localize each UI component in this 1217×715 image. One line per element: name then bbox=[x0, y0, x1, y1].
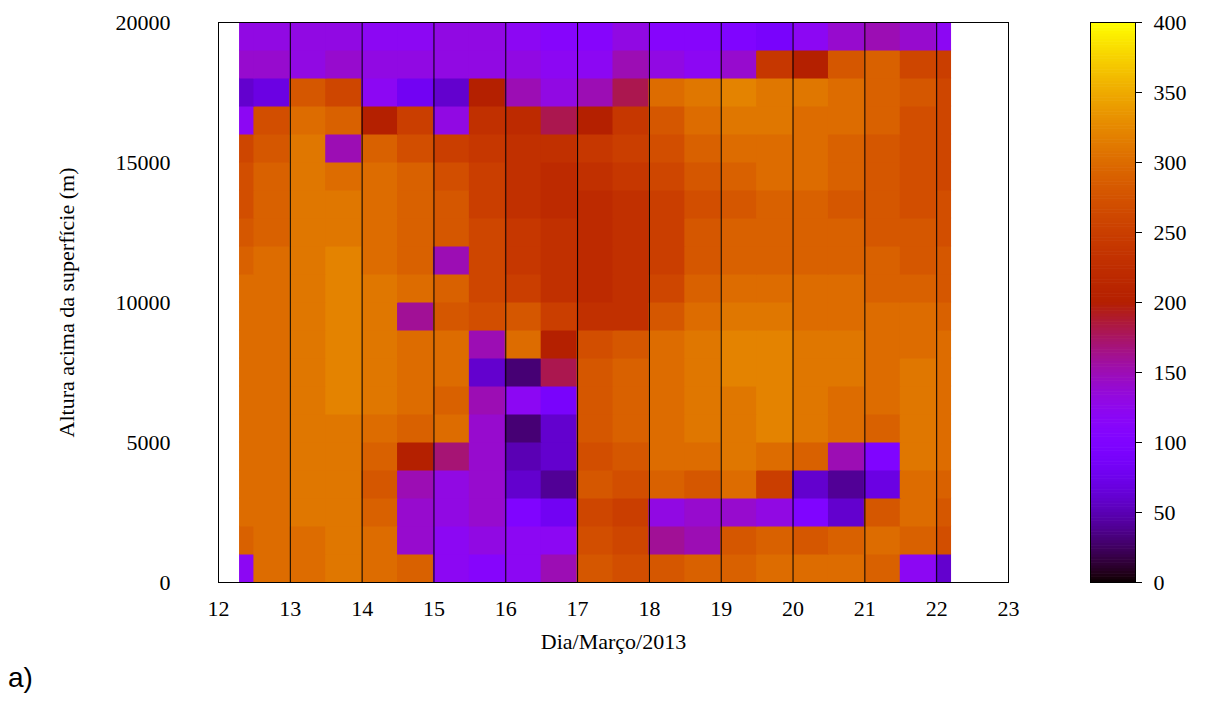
svg-text:350: 350 bbox=[1154, 80, 1187, 105]
svg-text:Altura acima da superfície (m): Altura acima da superfície (m) bbox=[54, 168, 79, 438]
svg-text:15000: 15000 bbox=[116, 150, 171, 175]
svg-text:400: 400 bbox=[1154, 10, 1187, 35]
svg-text:0: 0 bbox=[1154, 570, 1165, 595]
svg-text:16: 16 bbox=[495, 596, 517, 621]
svg-text:150: 150 bbox=[1154, 360, 1187, 385]
svg-text:13: 13 bbox=[279, 596, 301, 621]
svg-text:22: 22 bbox=[926, 596, 948, 621]
svg-text:250: 250 bbox=[1154, 220, 1187, 245]
svg-text:Dia/Março/2013: Dia/Março/2013 bbox=[541, 629, 686, 654]
svg-text:100: 100 bbox=[1154, 430, 1187, 455]
svg-text:17: 17 bbox=[567, 596, 589, 621]
svg-text:20: 20 bbox=[782, 596, 804, 621]
svg-text:300: 300 bbox=[1154, 150, 1187, 175]
svg-text:5000: 5000 bbox=[127, 430, 171, 455]
svg-text:15: 15 bbox=[423, 596, 445, 621]
svg-text:50: 50 bbox=[1154, 500, 1176, 525]
svg-text:21: 21 bbox=[854, 596, 876, 621]
svg-text:19: 19 bbox=[710, 596, 732, 621]
svg-text:23: 23 bbox=[998, 596, 1020, 621]
svg-text:200: 200 bbox=[1154, 290, 1187, 315]
html-text:a): a) bbox=[8, 662, 33, 693]
svg-text:20000: 20000 bbox=[116, 10, 171, 35]
svg-text:10000: 10000 bbox=[116, 290, 171, 315]
svg-text:18: 18 bbox=[638, 596, 660, 621]
svg-text:14: 14 bbox=[351, 596, 373, 621]
svg-text:0: 0 bbox=[160, 570, 171, 595]
svg-text:12: 12 bbox=[208, 596, 230, 621]
